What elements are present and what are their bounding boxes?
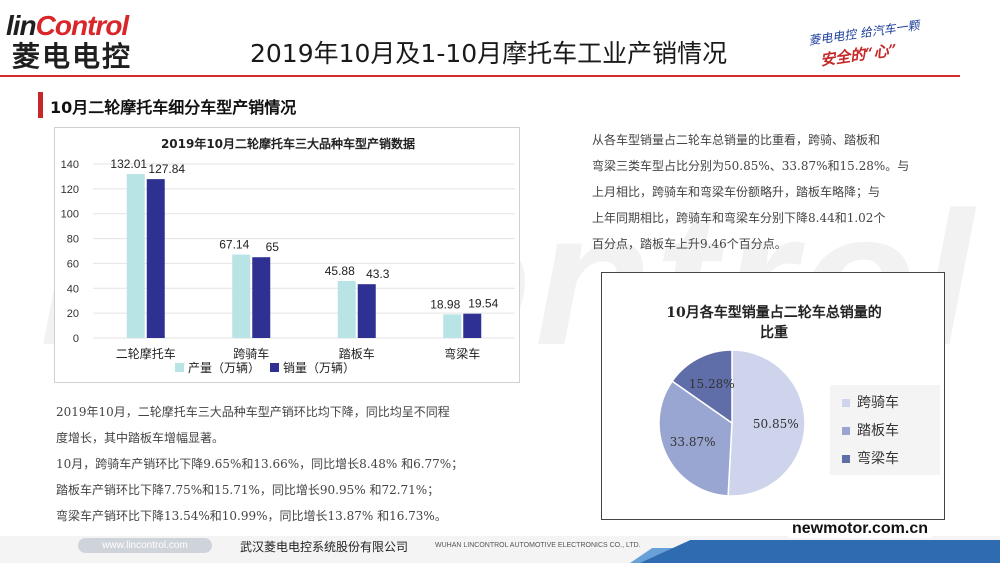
x-category-label: 二轮摩托车 [116,346,176,361]
data-label: 65 [266,240,280,254]
logo-chinese: 菱电电控 [12,40,133,73]
pie-legend-swatch [842,399,850,407]
data-label: 127.84 [148,162,185,176]
slogan-stamp: 菱电电控 给汽车一颗 安全的“心” [790,18,940,69]
logo-en-part2: Control [35,10,130,41]
bar-production [232,254,251,338]
summary-left-line: 度增长，其中踏板车增幅显著。 [56,431,225,445]
data-label: 67.14 [219,238,249,252]
legend-label: 销量（万辆） [283,361,355,375]
pie-slice [727,349,806,497]
pie-legend-swatch [842,427,850,435]
summary-left-line: 2019年10月，二轮摩托车三大品种车型产销环比均下降，同比均呈不同程 [56,405,450,419]
legend-swatch [270,363,279,372]
pie-title-line2: 比重 [760,324,788,341]
pie-slice [671,349,733,425]
pie-slice-label: 15.28% [689,377,735,391]
summary-right-line: 上年同期相比，跨骑车和弯梁车分别下降8.44和1.02个 [592,211,886,225]
x-category-label: 跨骑车 [233,346,269,361]
legend-swatch [175,363,184,372]
bar-chart-panel: 2019年10月二轮摩托车三大品种车型产销数据 0 20 40 60 80 100 120 14… [54,127,520,383]
bar-production [337,280,356,338]
footer-company-cn: 武汉菱电电控系统股份有限公司 [240,540,409,554]
y-tick-label: 40 [67,283,79,295]
page-title: 2019年10月及1-10月摩托车工业产销情况 [250,39,728,68]
footer-stripe [640,540,1000,563]
logo-wordmark: linControl [6,10,166,42]
bar-sales [146,179,165,338]
data-label: 45.88 [325,264,355,278]
summary-left-line: 弯梁车产销环比下降13.54%和10.99%，同比增长13.87% 和16.73… [56,509,447,523]
summary-left: 2019年10月，二轮摩托车三大品种车型产销环比均下降，同比均呈不同程 度增长，… [56,399,546,529]
section-marker [38,92,43,118]
pie-legend-label: 跨骑车 [857,394,899,411]
pie-title-line1: 10月各车型销量占二轮车总销量的 [666,304,881,321]
pie-legend-label: 踏板车 [857,422,899,439]
bar-chart-title: 2019年10月二轮摩托车三大品种车型产销数据 [161,136,415,151]
x-category-label: 踏板车 [339,346,375,361]
legend-label: 产量（万辆） [188,361,260,375]
y-tick-label: 100 [61,209,79,221]
data-label: 19.54 [468,297,498,311]
data-label: 43.3 [366,267,390,281]
logo-en-part1: lin [6,10,37,41]
pie-slice [658,380,733,497]
summary-right-line: 从各车型销量占二轮车总销量的比重看，跨骑、踏板和 [592,133,881,147]
summary-right-line: 上月相比，跨骑车和弯梁车份额略升，踏板车略降；与 [592,185,881,199]
y-tick-label: 0 [73,333,79,345]
company-logo: linControl 菱电电控 [6,10,166,72]
summary-right-line: 弯梁三类车型占比分别为50.85%、33.87%和15.28%。与 [592,159,910,173]
y-tick-label: 20 [67,308,79,320]
y-tick-label: 60 [67,258,79,270]
bar-production [126,173,145,338]
bar-production [443,314,462,338]
section-title: 10月二轮摩托车细分车型产销情况 [50,98,297,117]
summary-right-line: 百分点，踏板车上升9.46个百分点。 [592,237,787,251]
footer-company-en: WUHAN LINCONTROL AUTOMOTIVE ELECTRONICS … [435,542,641,549]
y-tick-label: 140 [61,159,79,171]
footer-url-link[interactable]: www.lincontrol.com [78,538,212,553]
pie-chart-panel: 10月各车型销量占二轮车总销量的 比重 50.85% 33.87% 15.28% 跨骑车踏… [601,272,945,520]
bar-chart: 2019年10月二轮摩托车三大品种车型产销数据 0 20 40 60 80 100 120 14… [61,136,515,375]
site-watermark: newmotor.com.cn [788,520,933,538]
bar-sales [463,313,482,338]
pie-slice-label: 33.87% [670,435,716,449]
bar-sales [252,257,271,338]
x-category-label: 弯梁车 [444,346,480,361]
data-label: 18.98 [430,297,460,311]
pie-slice-label: 50.85% [753,417,799,431]
header-divider [0,75,960,77]
summary-left-line: 踏板车产销环比下降7.75%和15.71%，同比增长90.95% 和72.71%… [56,483,440,497]
summary-right: 从各车型销量占二轮车总销量的比重看，跨骑、踏板和 弯梁三类车型占比分别为50.8… [592,127,952,257]
pie-legend-swatch [842,455,850,463]
pie-legend-label: 弯梁车 [857,450,899,467]
summary-left-line: 10月，跨骑车产销环比下降9.65%和13.66%，同比增长8.48% 和6.7… [56,457,464,471]
bar-sales [357,284,376,338]
y-tick-label: 120 [61,184,79,196]
y-tick-label: 80 [67,234,79,246]
data-label: 132.01 [110,157,147,171]
